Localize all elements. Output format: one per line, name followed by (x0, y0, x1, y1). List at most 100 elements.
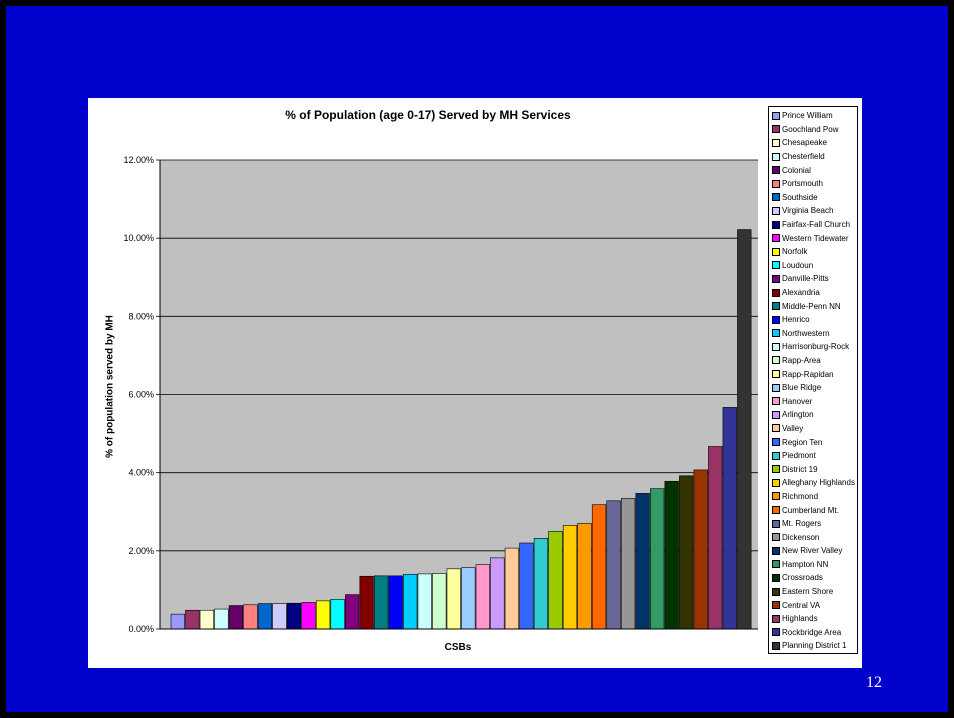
legend-item: Blue Ridge (772, 381, 857, 395)
legend-swatch (772, 588, 780, 596)
legend-label: Fairfax-Fall Church (782, 220, 850, 229)
bar (462, 568, 476, 629)
legend-label: Middle-Penn NN (782, 302, 841, 311)
bar (360, 576, 374, 629)
legend-label: Eastern Shore (782, 587, 833, 596)
legend-swatch (772, 479, 780, 487)
legend-item: Rapp-Rapidan (772, 367, 857, 381)
bar (447, 569, 461, 629)
legend-swatch (772, 465, 780, 473)
legend-label: Dickenson (782, 533, 819, 542)
y-tick-label: 12.00% (123, 155, 154, 165)
legend-label: Harrisonburg-Rock (782, 342, 849, 351)
bar (737, 230, 751, 629)
y-tick-label: 8.00% (128, 311, 154, 321)
legend-item: Norfolk (772, 245, 857, 259)
legend-item: Hanover (772, 394, 857, 408)
legend-label: Southside (782, 193, 818, 202)
legend-item: Danville-Pitts (772, 272, 857, 286)
bar (273, 604, 287, 629)
bar (432, 574, 446, 629)
legend-swatch (772, 628, 780, 636)
legend-label: Danville-Pitts (782, 274, 829, 283)
legend-swatch (772, 492, 780, 500)
bar (389, 576, 403, 629)
bar (549, 531, 563, 629)
y-tick-label: 6.00% (128, 390, 154, 400)
bar (563, 525, 577, 629)
bar (418, 574, 432, 629)
legend-swatch (772, 329, 780, 337)
legend-swatch (772, 316, 780, 324)
legend-item: Arlington (772, 408, 857, 422)
slide-background: % of Population (age 0-17) Served by MH … (6, 6, 948, 712)
y-tick-label: 0.00% (128, 624, 154, 634)
bar (374, 576, 388, 629)
legend-label: Norfolk (782, 247, 807, 256)
legend-item: Dickenson (772, 530, 857, 544)
legend-item: New River Valley (772, 544, 857, 558)
legend-swatch (772, 289, 780, 297)
legend-swatch (772, 275, 780, 283)
legend-label: District 19 (782, 465, 818, 474)
legend-swatch (772, 615, 780, 623)
plot-svg: 0.00%2.00%4.00%6.00%8.00%10.00%12.00% (88, 98, 768, 668)
legend-item: Colonial (772, 163, 857, 177)
bar (171, 614, 185, 629)
legend-swatch (772, 520, 780, 528)
legend-label: Goochland Pow (782, 125, 838, 134)
legend-item: Piedmont (772, 449, 857, 463)
bar (200, 610, 214, 629)
legend-label: New River Valley (782, 546, 842, 555)
legend-item: Highlands (772, 612, 857, 626)
chart-area: % of Population (age 0-17) Served by MH … (88, 98, 862, 668)
legend-label: Piedmont (782, 451, 816, 460)
legend-swatch (772, 601, 780, 609)
x-axis-title: CSBs (88, 642, 828, 653)
legend-swatch (772, 642, 780, 650)
legend-label: Prince William (782, 111, 833, 120)
legend-swatch (772, 248, 780, 256)
legend-swatch (772, 302, 780, 310)
legend-item: Virginia Beach (772, 204, 857, 218)
legend-swatch (772, 166, 780, 174)
legend-label: Chesapeake (782, 138, 827, 147)
legend-swatch (772, 506, 780, 514)
legend-swatch (772, 234, 780, 242)
legend-swatch (772, 139, 780, 147)
legend-swatch (772, 424, 780, 432)
legend-swatch (772, 221, 780, 229)
legend-label: Hampton NN (782, 560, 828, 569)
legend-item: Goochland Pow (772, 123, 857, 137)
bar (607, 501, 621, 629)
legend-swatch (772, 356, 780, 364)
legend-label: Rapp-Rapidan (782, 370, 834, 379)
legend-label: Alexandria (782, 288, 820, 297)
legend-label: Northwestern (782, 329, 830, 338)
legend-label: Region Ten (782, 438, 822, 447)
legend-swatch (772, 125, 780, 133)
bar (592, 505, 606, 629)
legend-swatch (772, 207, 780, 215)
bar (491, 558, 505, 629)
bar (258, 604, 272, 629)
bar (403, 574, 417, 629)
legend-item: Cumberland Mt. (772, 503, 857, 517)
bar (650, 489, 664, 629)
legend-swatch (772, 560, 780, 568)
legend-label: Portsmouth (782, 179, 823, 188)
legend-item: Prince William (772, 109, 857, 123)
legend-item: Southside (772, 191, 857, 205)
legend-swatch (772, 153, 780, 161)
legend-label: Loudoun (782, 261, 813, 270)
bar (708, 446, 722, 629)
bar (215, 609, 229, 629)
legend-label: Rockbridge Area (782, 628, 841, 637)
legend-swatch (772, 343, 780, 351)
legend-label: Hanover (782, 397, 812, 406)
legend-label: Henrico (782, 315, 810, 324)
legend-item: Harrisonburg-Rock (772, 340, 857, 354)
legend-item: Central VA (772, 598, 857, 612)
legend-swatch (772, 370, 780, 378)
legend-swatch (772, 193, 780, 201)
